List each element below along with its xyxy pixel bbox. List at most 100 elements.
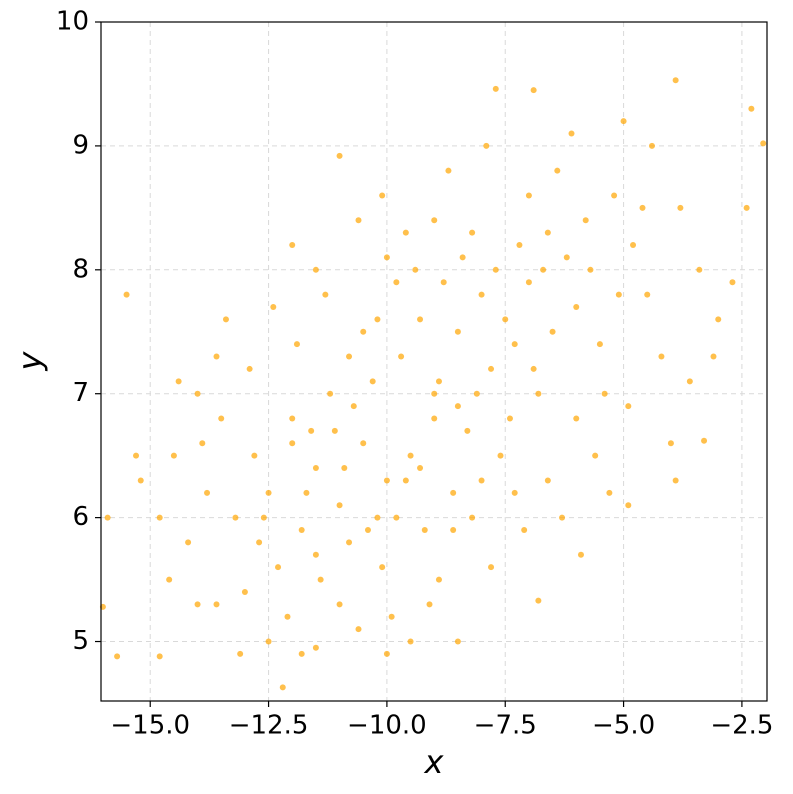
point bbox=[611, 192, 618, 199]
point bbox=[360, 440, 367, 447]
point bbox=[289, 415, 296, 422]
point bbox=[350, 403, 357, 410]
point bbox=[312, 644, 319, 651]
point bbox=[426, 601, 433, 608]
point bbox=[554, 167, 561, 174]
point bbox=[293, 341, 300, 348]
point bbox=[625, 403, 632, 410]
point bbox=[431, 217, 438, 224]
point bbox=[559, 514, 566, 521]
y-tick-label: 8 bbox=[72, 254, 89, 284]
point bbox=[308, 427, 315, 434]
point bbox=[284, 613, 291, 620]
point bbox=[696, 266, 703, 273]
point bbox=[199, 440, 206, 447]
x-tick-label: −7.5 bbox=[474, 711, 537, 741]
point bbox=[336, 601, 343, 608]
point bbox=[521, 527, 528, 534]
point bbox=[114, 653, 121, 660]
point bbox=[672, 477, 679, 484]
point bbox=[170, 452, 177, 459]
point bbox=[596, 341, 603, 348]
point bbox=[620, 118, 627, 125]
point bbox=[393, 514, 400, 521]
point bbox=[454, 328, 461, 335]
point bbox=[760, 140, 767, 147]
point bbox=[393, 279, 400, 286]
point bbox=[398, 353, 405, 360]
point bbox=[488, 564, 495, 571]
point bbox=[402, 229, 409, 236]
y-tick-label: 6 bbox=[72, 502, 89, 532]
point bbox=[644, 291, 651, 298]
y-tick-label: 10 bbox=[56, 7, 89, 37]
point bbox=[506, 415, 513, 422]
point bbox=[658, 353, 665, 360]
point bbox=[549, 328, 556, 335]
point bbox=[379, 192, 386, 199]
point bbox=[123, 291, 130, 298]
plot-frame bbox=[100, 21, 768, 702]
point bbox=[289, 242, 296, 249]
point bbox=[166, 576, 173, 583]
point bbox=[265, 638, 272, 645]
point bbox=[204, 489, 211, 496]
point bbox=[715, 316, 722, 323]
x-tick-label: −15.0 bbox=[110, 711, 190, 741]
point bbox=[379, 564, 386, 571]
point bbox=[417, 465, 424, 472]
point bbox=[421, 527, 428, 534]
point bbox=[133, 452, 140, 459]
point bbox=[701, 437, 708, 444]
point bbox=[459, 254, 466, 261]
x-tick-label: −5.0 bbox=[592, 711, 655, 741]
point bbox=[374, 316, 381, 323]
point bbox=[686, 378, 693, 385]
point bbox=[213, 353, 220, 360]
point bbox=[502, 316, 509, 323]
point bbox=[573, 415, 580, 422]
point bbox=[478, 477, 485, 484]
point bbox=[530, 87, 537, 94]
point bbox=[388, 613, 395, 620]
point bbox=[218, 415, 225, 422]
point bbox=[237, 650, 244, 657]
x-axis-label: x bbox=[424, 743, 445, 781]
point bbox=[270, 303, 277, 310]
point bbox=[511, 489, 518, 496]
point bbox=[213, 601, 220, 608]
point bbox=[289, 440, 296, 447]
y-tick-label: 7 bbox=[72, 378, 89, 408]
point bbox=[535, 597, 542, 604]
point bbox=[677, 204, 684, 211]
point bbox=[511, 341, 518, 348]
point bbox=[331, 427, 338, 434]
point bbox=[355, 217, 362, 224]
point bbox=[630, 242, 637, 249]
point bbox=[587, 266, 594, 273]
point bbox=[383, 477, 390, 484]
point bbox=[748, 105, 755, 112]
point bbox=[327, 390, 334, 397]
point bbox=[516, 242, 523, 249]
point bbox=[383, 254, 390, 261]
point bbox=[478, 291, 485, 298]
point bbox=[407, 638, 414, 645]
point bbox=[492, 266, 499, 273]
point bbox=[260, 514, 267, 521]
point bbox=[402, 477, 409, 484]
point bbox=[625, 502, 632, 509]
point bbox=[175, 378, 182, 385]
point bbox=[251, 452, 258, 459]
y-tick-label: 9 bbox=[72, 130, 89, 160]
point bbox=[374, 514, 381, 521]
point bbox=[563, 254, 570, 261]
point bbox=[241, 588, 248, 595]
point bbox=[232, 514, 239, 521]
point bbox=[222, 316, 229, 323]
point bbox=[312, 465, 319, 472]
point bbox=[454, 403, 461, 410]
point bbox=[606, 489, 613, 496]
point bbox=[412, 266, 419, 273]
